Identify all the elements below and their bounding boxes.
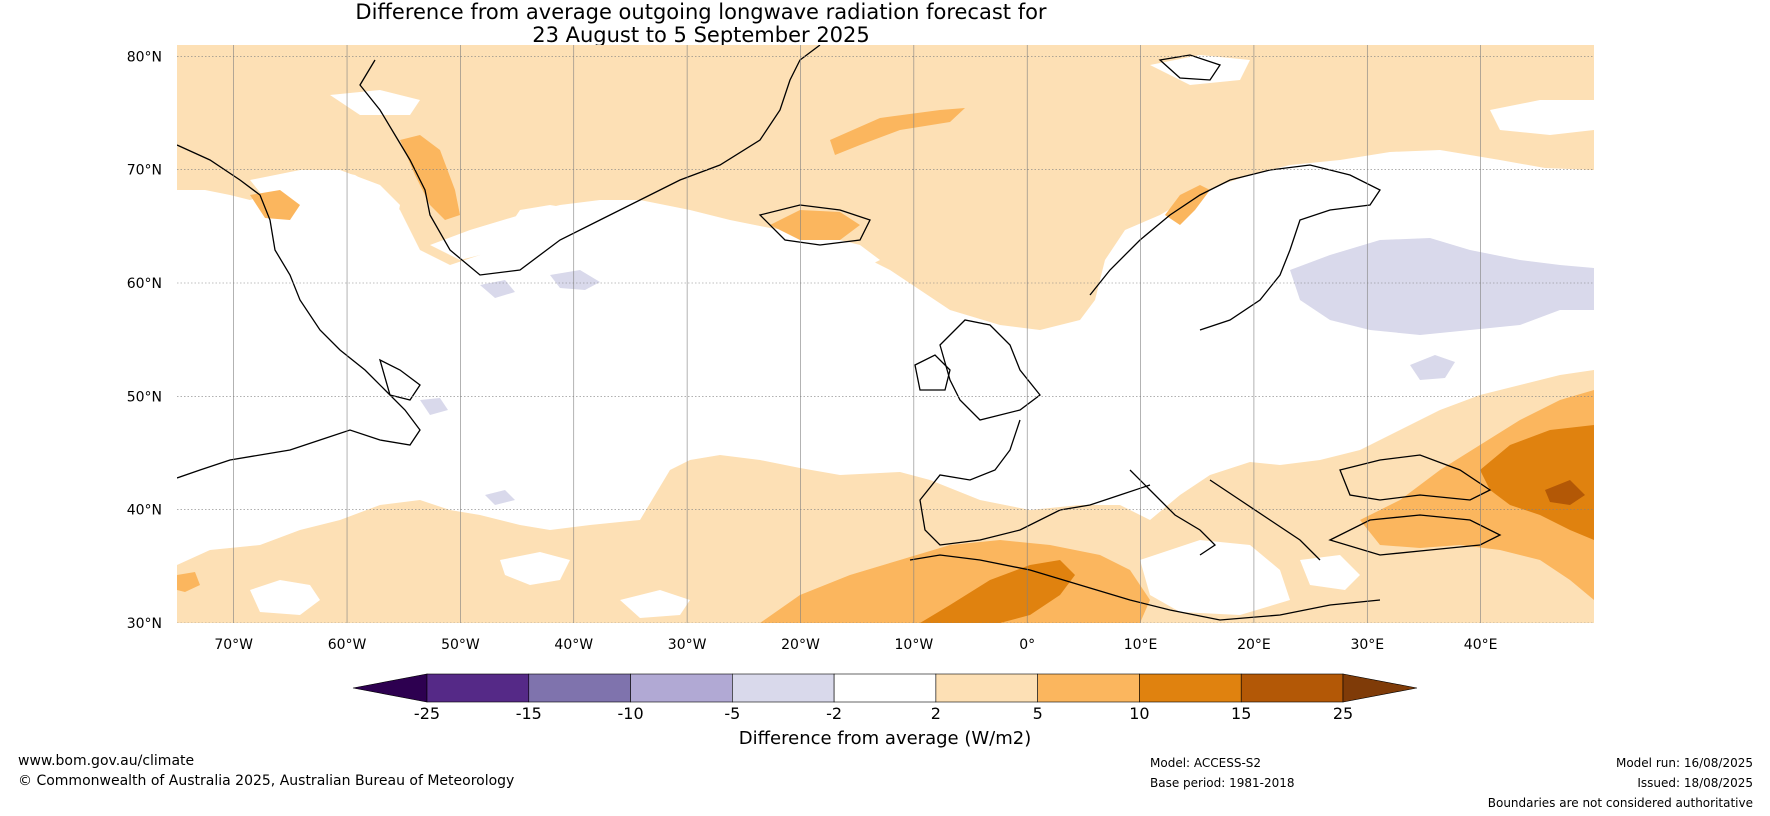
- lat-label: 50°N: [127, 389, 162, 405]
- colorbar-under-extension: [352, 673, 428, 703]
- colorbar-segment: [935, 673, 1038, 703]
- footer-copyright: © Commonwealth of Australia 2025, Austra…: [18, 773, 515, 789]
- anomaly-region-north-pos2-b: [400, 135, 460, 220]
- colorbar-tick-label: 2: [931, 704, 941, 723]
- coastline-ireland: [914, 354, 951, 391]
- lat-label: 40°N: [127, 503, 162, 519]
- colorbar-tick-label: 5: [1033, 704, 1043, 723]
- latitude-labels: 80°N 70°N 60°N 50°N 40°N 30°N: [127, 49, 162, 632]
- anomaly-region-north-pos: [177, 45, 1594, 330]
- coastline-italy: [1129, 469, 1217, 556]
- anomaly-region-russia-neg: [1290, 238, 1594, 335]
- longitude-labels: 70°W 60°W 50°W 40°W 30°W 20°W 10°W 0° 10°E 20°E 30…: [214, 637, 1497, 653]
- colorbar-segment: [630, 673, 733, 703]
- lon-label: 30°E: [1350, 637, 1384, 653]
- map-title-line2: 23 August to 5 September 2025: [532, 23, 870, 47]
- colorbar-segment: [833, 673, 937, 703]
- lat-label: 60°N: [127, 276, 162, 292]
- coastline-svalbard: [1158, 54, 1222, 81]
- footer-disclaimer: Boundaries are not considered authoritat…: [1487, 796, 1753, 810]
- footer-website: www.bom.gov.au/climate: [18, 753, 195, 769]
- colorbar-segment: [1240, 673, 1344, 703]
- anomaly-region-south-neutral-2: [500, 552, 570, 585]
- anomaly-region-arctic-neutral-1: [330, 90, 420, 115]
- lon-label: 10°E: [1124, 637, 1158, 653]
- coastline-iceland: [758, 204, 871, 246]
- lon-label: 70°W: [214, 637, 253, 653]
- colorbar-tick-label: 25: [1333, 704, 1353, 723]
- anomaly-region-south-pos2: [760, 540, 1150, 623]
- anomaly-region-north-pos2-c: [1165, 185, 1210, 225]
- anomaly-region-greenland-neutral: [430, 200, 880, 270]
- anomaly-region-caucasus-pos3: [1480, 425, 1594, 540]
- lon-label: 40°E: [1464, 637, 1498, 653]
- colorbar: -25 -15 -10 -5 -2 2 5 10 15 25: [352, 673, 1418, 723]
- colorbar-tick-label: -5: [724, 704, 740, 723]
- lat-label: 30°N: [127, 616, 162, 632]
- anomaly-region-north-pos2-e: [250, 190, 300, 220]
- lat-label: 80°N: [127, 49, 162, 65]
- colorbar-segment: [1139, 673, 1242, 703]
- colorbar-segment: [1037, 673, 1140, 703]
- anomaly-region-north-pos2-d: [770, 210, 860, 240]
- coastline-north-america: [177, 144, 421, 479]
- coastline-greenland: [359, 45, 821, 276]
- footer-model-run: Model run: 16/08/2025: [1615, 756, 1753, 770]
- coastline-turkey: [1328, 514, 1502, 556]
- anomaly-region-atlantic-pos2: [177, 572, 200, 592]
- colorbar-title: Difference from average (W/m2): [738, 728, 1032, 749]
- lon-label: 20°W: [781, 637, 820, 653]
- anomaly-region-south-neutral-4: [1140, 540, 1290, 615]
- footer-base-period: Base period: 1981-2018: [1150, 776, 1295, 790]
- anomaly-region-canada-neg: [420, 398, 448, 415]
- map-panel: [177, 45, 1594, 623]
- anomaly-region-south-neutral-5: [1300, 555, 1360, 590]
- anomaly-region-sahara-pos3: [920, 560, 1075, 623]
- lon-label: 30°W: [668, 637, 707, 653]
- coastline-africa-north: [909, 554, 1381, 621]
- anomaly-region-arctic-neutral-2: [1490, 100, 1594, 135]
- anomaly-region-europe-neg-small: [1410, 355, 1455, 380]
- colorbar-tick-label: 10: [1129, 704, 1149, 723]
- coastline-norway: [1089, 164, 1381, 331]
- anomaly-region-south-neutral-3: [620, 590, 690, 618]
- coastline-balkans: [1209, 479, 1321, 561]
- coastline-british-isles: [939, 319, 1041, 421]
- colorbar-tick-label: -15: [516, 704, 542, 723]
- colorbar-tick-label: -2: [826, 704, 842, 723]
- lat-label: 70°N: [127, 163, 162, 179]
- lon-label: 10°W: [895, 637, 934, 653]
- coastline-newfoundland: [378, 358, 421, 401]
- coastline-black-sea: [1339, 454, 1492, 501]
- colorbar-tick-label: 15: [1231, 704, 1251, 723]
- colorbar-segment: [528, 673, 631, 703]
- footer-issued: Issued: 18/08/2025: [1637, 776, 1753, 790]
- anomaly-region-south-neutral-1: [250, 580, 320, 615]
- anomaly-region-atlantic-neg-1: [550, 270, 600, 290]
- anomaly-region-caucasus-pos4: [1545, 480, 1585, 505]
- gridlines: [177, 45, 1594, 623]
- map-title-line1: Difference from average outgoing longwav…: [355, 0, 1047, 24]
- anomaly-region-north-pos2-a: [830, 108, 965, 155]
- anomaly-region-labrador-neutral: [250, 170, 400, 240]
- coastlines: [177, 45, 1502, 621]
- coastline-europe-west: [919, 419, 1151, 546]
- anomaly-region-atlantic-neg-2: [480, 280, 515, 298]
- anomaly-region-arctic-neutral-3: [1150, 55, 1250, 85]
- lon-label: 60°W: [328, 637, 367, 653]
- lon-label: 40°W: [554, 637, 593, 653]
- colorbar-segment: [426, 673, 530, 703]
- colorbar-tick-label: -25: [414, 704, 440, 723]
- colorbar-over-extension: [1342, 673, 1418, 703]
- footer-model: Model: ACCESS-S2: [1150, 756, 1262, 770]
- lon-label: 0°: [1019, 637, 1035, 653]
- colorbar-tick-label: -10: [617, 704, 643, 723]
- lon-label: 50°W: [441, 637, 480, 653]
- lon-label: 20°E: [1237, 637, 1271, 653]
- anomaly-region-atlantic-neg-3: [485, 490, 515, 505]
- colorbar-segment: [732, 673, 835, 703]
